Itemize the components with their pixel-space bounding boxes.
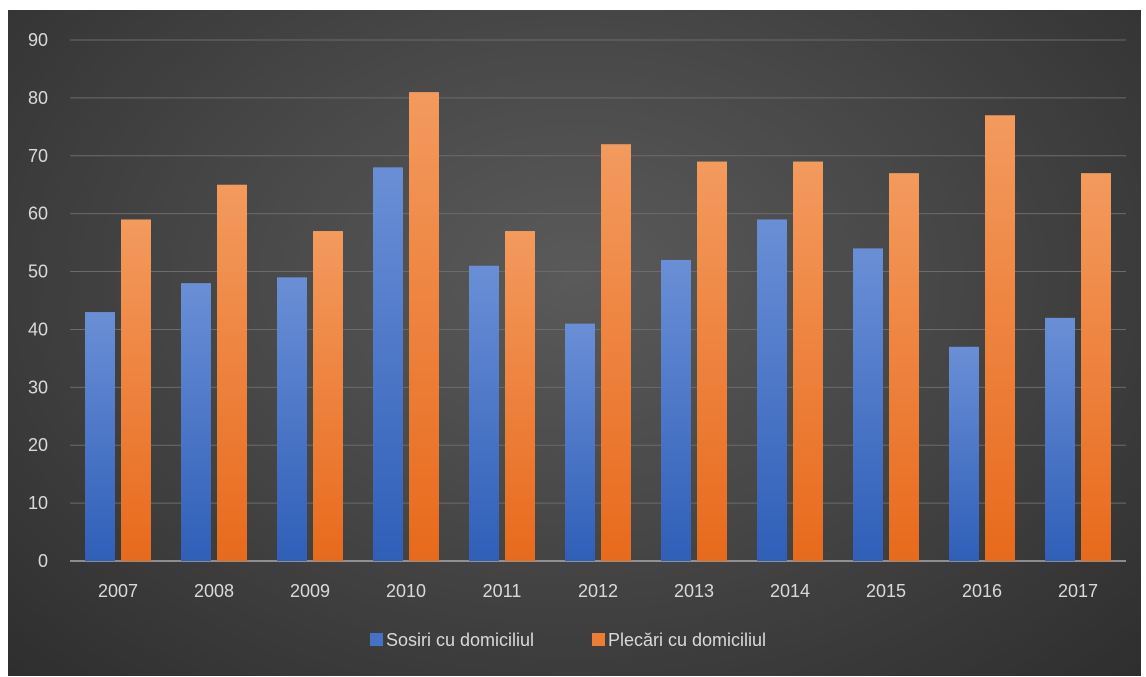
- bar-sosiri-2011: [469, 265, 499, 561]
- y-tick-label: 0: [38, 551, 48, 571]
- x-tick-label: 2013: [674, 581, 714, 601]
- x-tick-label: 2010: [386, 581, 426, 601]
- bar-plecari-2017: [1081, 173, 1111, 561]
- bar-chart: 0 10 20 30 40 50 60 70 80 90 2007 2008 2009 2010 2011…: [28, 30, 1126, 650]
- bar-sosiri-2008: [181, 283, 211, 561]
- bar-sosiri-2012: [565, 323, 595, 561]
- bar-sosiri-2014: [757, 219, 787, 561]
- bar-plecari-2016: [985, 115, 1015, 561]
- bar-sosiri-2010: [373, 167, 403, 561]
- bar-plecari-2008: [217, 184, 247, 561]
- bar-plecari-2013: [697, 161, 727, 562]
- y-tick-label: 90: [28, 30, 48, 50]
- x-tick-label: 2008: [194, 581, 234, 601]
- bar-sosiri-2017: [1045, 317, 1075, 561]
- legend-swatch-plecari: [592, 633, 605, 646]
- legend-label-sosiri: Sosiri cu domiciliul: [386, 630, 534, 650]
- bar-plecari-2011: [505, 231, 535, 562]
- y-tick-label: 40: [28, 319, 48, 339]
- legend: Sosiri cu domiciliul Plecări cu domiciliu…: [370, 630, 766, 650]
- x-tick-label: 2009: [290, 581, 330, 601]
- bar-sosiri-2009: [277, 277, 307, 561]
- bar-plecari-2015: [889, 173, 919, 561]
- legend-label-plecari: Plecări cu domiciliul: [608, 630, 766, 650]
- bar-plecari-2012: [601, 144, 631, 561]
- x-axis-ticks: 2007 2008 2009 2010 2011 2012 2013 2014 2015 2016…: [98, 581, 1098, 601]
- x-tick-label: 2015: [866, 581, 906, 601]
- bar-plecari-2014: [793, 161, 823, 562]
- bar-plecari-2009: [313, 231, 343, 562]
- bar-sosiri-2015: [853, 248, 883, 561]
- x-tick-label: 2011: [483, 581, 522, 601]
- y-tick-label: 20: [28, 435, 48, 455]
- x-tick-label: 2016: [962, 581, 1002, 601]
- bar-sosiri-2013: [661, 259, 691, 561]
- x-tick-label: 2014: [770, 581, 810, 601]
- x-tick-label: 2017: [1058, 581, 1098, 601]
- bar-plecari-2007: [121, 219, 151, 561]
- y-tick-label: 30: [28, 377, 48, 397]
- bar-sosiri-2016: [949, 346, 979, 561]
- y-tick-label: 80: [28, 88, 48, 108]
- y-axis-ticks: 0 10 20 30 40 50 60 70 80 90: [28, 30, 48, 571]
- x-tick-label: 2007: [98, 581, 138, 601]
- x-tick-label: 2012: [578, 581, 618, 601]
- y-tick-label: 70: [28, 146, 48, 166]
- bar-sosiri-2007: [85, 312, 115, 561]
- y-tick-label: 50: [28, 262, 48, 282]
- bar-plecari-2010: [409, 92, 439, 561]
- bars: [85, 92, 1111, 562]
- y-tick-label: 60: [28, 204, 48, 224]
- y-tick-label: 10: [28, 493, 48, 513]
- legend-swatch-sosiri: [370, 633, 383, 646]
- chart-area: 0 10 20 30 40 50 60 70 80 90 2007 2008 2009 2010 2011…: [8, 10, 1141, 676]
